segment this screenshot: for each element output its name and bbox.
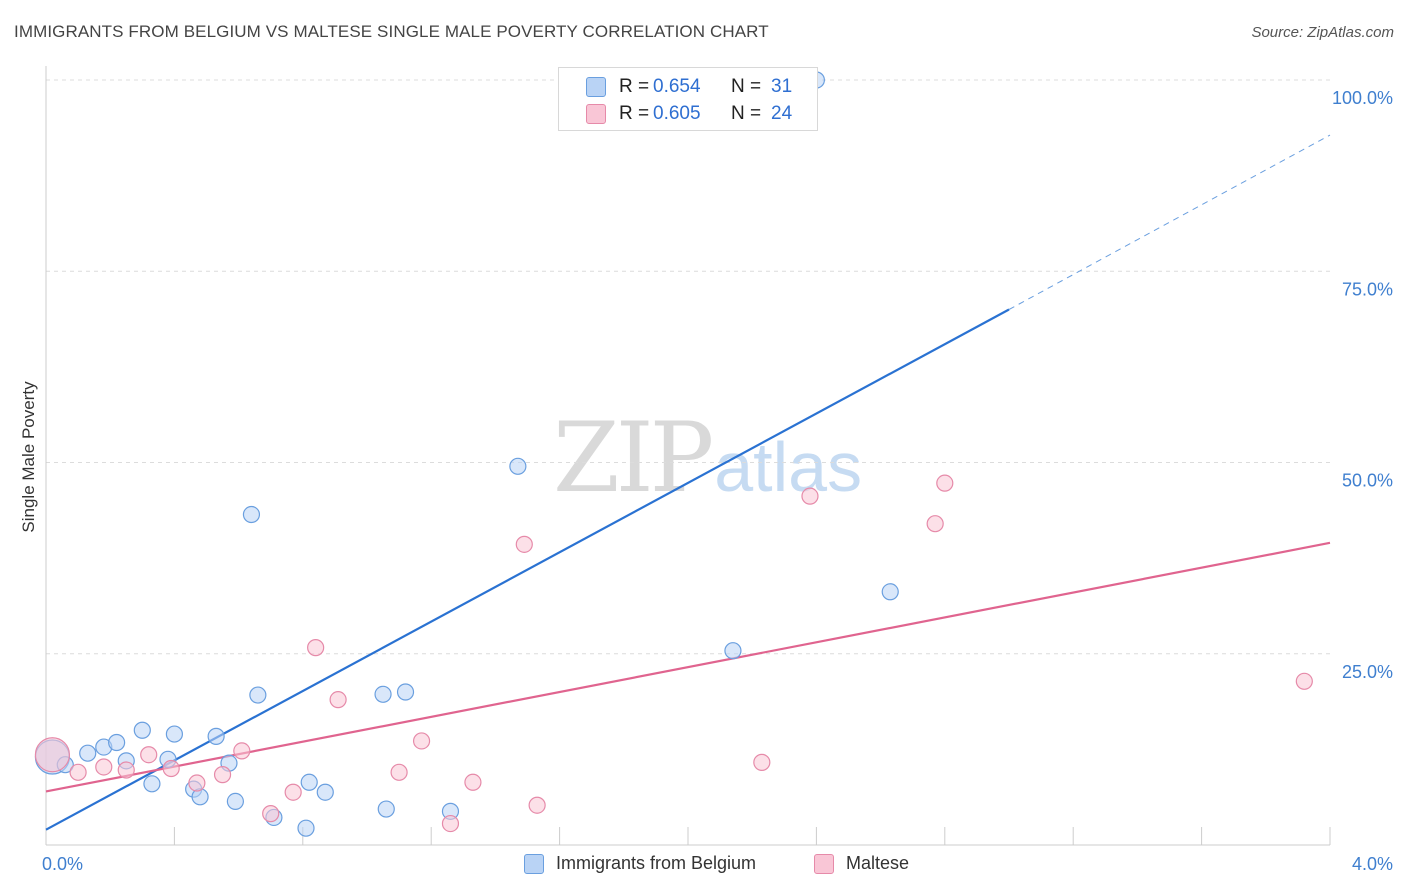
- maltese-point: [412, 732, 431, 750]
- maltese-point: [1295, 672, 1313, 690]
- belgium-point: [724, 642, 742, 660]
- axis-labels: 25.0% 50.0% 75.0% 100.0% 0.0% 4.0% Single Male…: [19, 88, 1393, 874]
- legend-swatch-belgium: [586, 77, 606, 97]
- belgium-point: [133, 721, 151, 739]
- belgium-point: [108, 733, 126, 752]
- maltese-point: [801, 487, 819, 505]
- maltese-point: [926, 515, 944, 533]
- maltese-point: [329, 691, 347, 709]
- maltese-point: [69, 763, 87, 781]
- legend-r-label: R =: [619, 103, 650, 124]
- maltese-point: [441, 814, 460, 833]
- bottom-legend-label-maltese: Maltese: [846, 853, 910, 873]
- watermark-zip: ZIP: [553, 402, 714, 514]
- maltese-point: [390, 763, 408, 781]
- belgium-point: [316, 783, 334, 801]
- maltese-point: [188, 774, 206, 792]
- belgium-trend-extension: [1008, 134, 1331, 310]
- belgium-point: [143, 775, 161, 793]
- legend-n-value: 31: [771, 76, 793, 97]
- data-points: [34, 71, 1313, 837]
- maltese-point: [233, 742, 251, 760]
- maltese-point: [753, 753, 771, 771]
- maltese-point: [528, 796, 546, 814]
- legend-swatch-maltese: [586, 104, 606, 124]
- maltese-point: [140, 746, 158, 764]
- belgium-point: [396, 683, 415, 701]
- legend-n-label: N =: [731, 103, 762, 124]
- legend-r-label: R =: [619, 76, 650, 97]
- belgium-point: [377, 800, 395, 818]
- belgium-point: [300, 773, 318, 791]
- watermark: ZIPatlas: [553, 402, 862, 514]
- y-tick-label: 50.0%: [1342, 471, 1393, 491]
- maltese-point: [95, 758, 113, 776]
- source-label: Source: ZipAtlas.com: [1251, 24, 1394, 41]
- legend-n-label: N =: [731, 76, 762, 97]
- belgium-point: [881, 583, 899, 601]
- legend-r-value: 0.654: [653, 76, 701, 97]
- belgium-point: [79, 744, 97, 762]
- belgium-point: [242, 505, 261, 524]
- bottom-legend-label-belgium: Immigrants from Belgium: [556, 853, 757, 873]
- x-tick-label: 0.0%: [42, 854, 83, 874]
- trend-lines: [45, 134, 1331, 831]
- chart-title: IMMIGRANTS FROM BELGIUM VS MALTESE SINGL…: [14, 22, 769, 41]
- belgium-point: [226, 792, 244, 810]
- maltese-point: [34, 737, 71, 773]
- y-tick-label: 25.0%: [1342, 662, 1393, 682]
- maltese-point: [117, 761, 135, 779]
- belgium-point: [165, 725, 183, 743]
- legend-n-value: 24: [771, 103, 793, 124]
- legend-row-maltese: R = 0.605 N = 24: [559, 101, 817, 127]
- x-tick-label: 4.0%: [1352, 854, 1393, 874]
- grid-lines: [46, 79, 1330, 655]
- maltese-point: [936, 474, 954, 492]
- maltese-point: [162, 759, 180, 778]
- belgium-point: [509, 457, 527, 475]
- legend-r-value: 0.605: [653, 103, 701, 124]
- belgium-point: [374, 685, 392, 703]
- bottom-legend-swatch-belgium: [524, 854, 544, 874]
- maltese-point: [307, 639, 325, 657]
- bottom-legend-swatch-maltese: [814, 854, 834, 874]
- correlation-legend: R = 0.654 N = 31 R = 0.605 N = 24: [558, 67, 818, 131]
- y-tick-label: 75.0%: [1342, 279, 1393, 299]
- belgium-point: [297, 819, 315, 837]
- watermark-atlas: atlas: [714, 428, 863, 506]
- belgium-trend-line: [45, 308, 1010, 831]
- maltese-point: [515, 535, 533, 553]
- maltese-point: [284, 783, 302, 801]
- maltese-point: [213, 766, 232, 784]
- maltese-point: [464, 773, 482, 791]
- legend-row-belgium: R = 0.654 N = 31: [559, 74, 817, 100]
- axes: [45, 66, 1331, 846]
- belgium-point: [249, 686, 267, 704]
- belgium-point: [207, 727, 225, 745]
- y-axis-title: Single Male Poverty: [19, 381, 38, 533]
- maltese-point: [262, 805, 280, 823]
- maltese-trend-line: [45, 541, 1331, 793]
- y-tick-label: 100.0%: [1332, 88, 1393, 108]
